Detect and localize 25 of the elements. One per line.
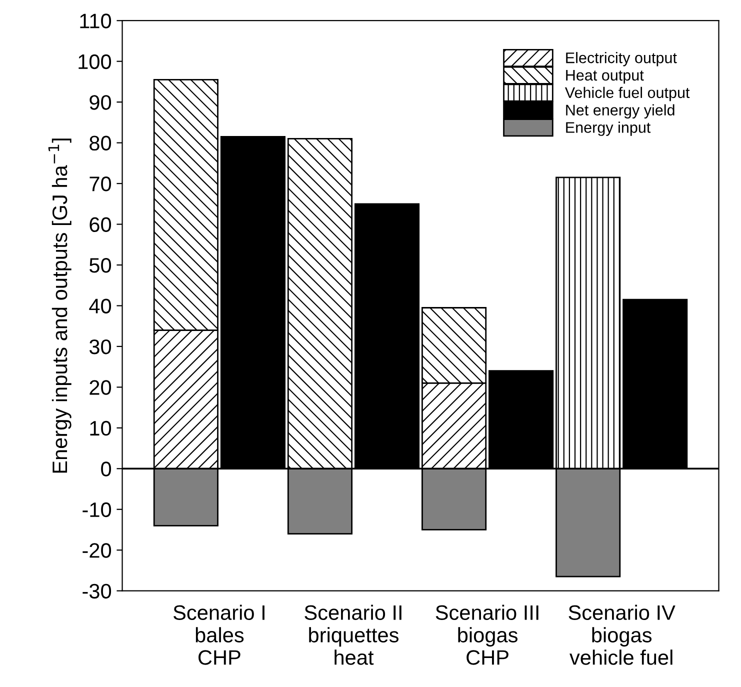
y-tick-label: 50 [90,258,112,273]
y-tick-label: 10 [90,420,112,436]
x-tick-label: Scenario I bales CHP [174,604,264,665]
y-tick-label: 100 [78,54,112,70]
x-tick-label: Scenario IV biogas vehicle fuel [568,604,676,665]
legend-label: Electricity output [566,52,677,66]
x-tick-label: Scenario II briquettes heat [304,604,402,665]
y-tick-label: 30 [89,339,112,354]
y-tick-label: 0 [101,462,112,476]
legend-label: Vehicle fuel output [564,86,690,102]
y-tick-label: 60 [90,217,112,232]
y-tick-label: 20 [90,380,112,395]
y-tick-label: 80 [90,136,112,151]
x-tick-label: Scenario III biogas CHP [436,604,538,665]
legend-label: Net energy yield [566,104,674,118]
y-axis-title: Energy inputs and outputs [GJ ha$^{−1}$] [48,138,72,473]
legend-label: Heat output [566,70,644,84]
y-tick-label: 110 [80,14,112,28]
y-tick-label: -20 [82,543,112,558]
y-tick-label: 90 [90,95,112,110]
y-tick-label: -30 [82,584,112,599]
y-tick-label: 40 [89,298,112,314]
y-tick-label: -10 [82,502,112,518]
y-tick-label: 70 [90,176,112,192]
legend-label: Energy input [566,122,651,136]
